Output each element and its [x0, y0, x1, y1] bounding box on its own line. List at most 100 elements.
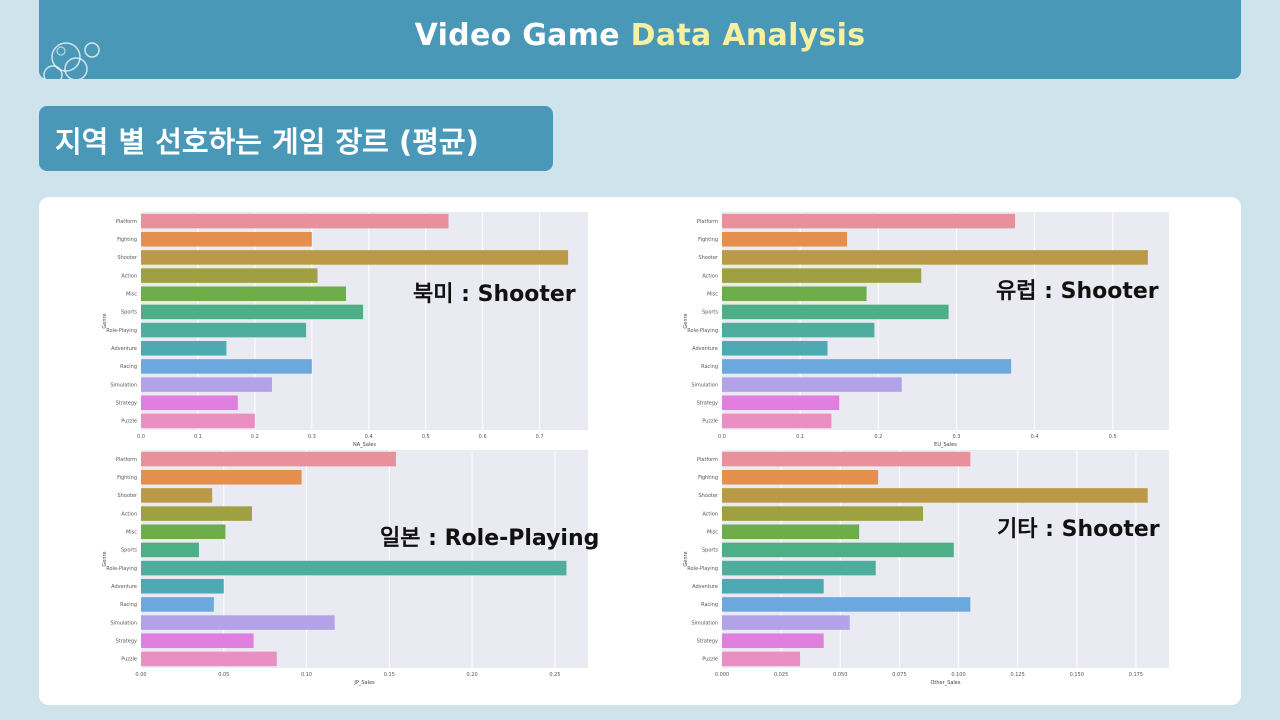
- chart-svg-other-sales: 0.000 0.025 0.050 0.075 0.100 0.125 0.150 0.175…: [683, 450, 1169, 686]
- y-tick-label: Platform: [116, 219, 137, 225]
- y-tick-label: Platform: [697, 219, 718, 225]
- y-tick-label: Puzzle: [702, 657, 718, 663]
- y-tick-label: Shooter: [698, 493, 718, 499]
- bar: [722, 524, 860, 540]
- x-tick-label: 0.4: [365, 434, 373, 440]
- y-tick-label: Fighting: [698, 237, 718, 243]
- plot-area: [722, 450, 1169, 668]
- x-tick-label: 0.10: [301, 672, 312, 678]
- annotation-jp: 일본 : Role-Playing: [380, 526, 600, 551]
- bar: [141, 359, 312, 374]
- plot-area: [141, 450, 588, 668]
- chart-jp-sales: 0.00 0.05 0.10 0.15 0.20 0.25 Platform Fighting…: [98, 443, 598, 688]
- x-tick-label: 0.15: [384, 672, 395, 678]
- bar: [141, 395, 238, 411]
- section-title: 지역 별 선호하는 게임 장르 (평균): [55, 125, 479, 159]
- x-tick-label: 0.0: [718, 434, 726, 440]
- y-tick-label: Strategy: [697, 401, 718, 407]
- y-tick-label: Adventure: [111, 584, 137, 590]
- y-tick-label: Action: [121, 511, 137, 517]
- bar: [141, 413, 255, 429]
- y-tick-label: Puzzle: [121, 657, 137, 663]
- plot-area: [141, 212, 588, 430]
- bar: [722, 286, 867, 302]
- chart-svg-jp-sales: 0.00 0.05 0.10 0.15 0.20 0.25 Platform Fighting…: [102, 450, 588, 686]
- bar: [722, 633, 824, 649]
- x-tick-label: 0.175: [1129, 672, 1143, 678]
- x-tick-label: 0.7: [536, 434, 544, 440]
- bar: [722, 413, 832, 429]
- x-tick-label: 0.025: [774, 672, 788, 678]
- x-tick-label: 0.000: [715, 672, 729, 678]
- y-tick-label: Platform: [116, 457, 137, 463]
- y-tick-label: Puzzle: [702, 419, 718, 425]
- y-tick-label: Action: [702, 511, 718, 517]
- section-banner: 지역 별 선호하는 게임 장르 (평균): [39, 106, 553, 171]
- bar: [722, 213, 1016, 229]
- bar: [722, 578, 824, 594]
- x-axis-label: JP_Sales: [353, 680, 375, 686]
- y-tick-label: Misc: [126, 292, 137, 298]
- x-tick-label: 0.1: [796, 434, 804, 440]
- x-tick-label: 0.1: [194, 434, 202, 440]
- bar: [722, 488, 1148, 503]
- y-tick-label: Shooter: [117, 255, 137, 261]
- y-tick-label: Misc: [126, 530, 137, 536]
- bar: [722, 451, 971, 467]
- x-tick-label: 0.6: [479, 434, 487, 440]
- x-tick-label: 0.25: [549, 672, 560, 678]
- y-tick-label: Sports: [702, 310, 718, 316]
- bar: [141, 651, 277, 667]
- bar: [141, 488, 213, 503]
- bar: [141, 451, 396, 467]
- y-tick-label: Shooter: [698, 255, 718, 261]
- y-tick-label: Racing: [701, 364, 718, 370]
- x-tick-label: 0.3: [308, 434, 316, 440]
- chart-svg-na-sales: 0.0 0.1 0.2 0.3 0.4 0.5 0.6 0.7 Platform Fighting…: [102, 212, 588, 448]
- y-tick-label: Racing: [701, 602, 718, 608]
- x-tick-label: 0.050: [833, 672, 847, 678]
- x-tick-label: 0.00: [135, 672, 146, 678]
- bar: [141, 506, 252, 521]
- x-tick-label: 0.2: [874, 434, 882, 440]
- y-tick-label: Fighting: [698, 475, 718, 481]
- y-tick-label: Sports: [121, 548, 137, 554]
- bar: [722, 268, 922, 283]
- y-tick-label: Adventure: [692, 346, 718, 352]
- y-tick-label: Role-Playing: [106, 566, 137, 572]
- y-tick-label: Strategy: [116, 639, 137, 645]
- x-tick-label: 0.4: [1031, 434, 1039, 440]
- bar: [722, 542, 954, 558]
- x-tick-label: 0.075: [892, 672, 906, 678]
- y-tick-label: Simulation: [110, 382, 137, 388]
- x-tick-label: 0.2: [251, 434, 259, 440]
- bar: [141, 615, 335, 630]
- annotation-na: 북미 : Shooter: [413, 282, 576, 307]
- bar: [141, 469, 302, 485]
- title-highlight: Data Analysis: [630, 18, 866, 53]
- bar: [141, 268, 318, 283]
- bar: [141, 578, 224, 594]
- plot-area: [722, 212, 1169, 430]
- bar: [141, 377, 272, 392]
- y-tick-label: Role-Playing: [687, 566, 718, 572]
- bar: [141, 633, 254, 649]
- chart-other-sales: 0.000 0.025 0.050 0.075 0.100 0.125 0.150 0.175…: [679, 443, 1179, 688]
- y-tick-label: Adventure: [692, 584, 718, 590]
- y-tick-label: Sports: [121, 310, 137, 316]
- y-tick-label: Puzzle: [121, 419, 137, 425]
- x-tick-label: 0.20: [467, 672, 478, 678]
- bar: [722, 322, 875, 338]
- x-tick-label: 0.5: [1109, 434, 1117, 440]
- chart-eu-sales: 0.0 0.1 0.2 0.3 0.4 0.5 Platform Fighting Shoote…: [679, 205, 1179, 450]
- bar: [722, 597, 971, 612]
- bar: [722, 250, 1148, 265]
- bar: [141, 524, 226, 540]
- bar: [141, 213, 449, 229]
- y-tick-label: Action: [121, 273, 137, 279]
- y-tick-label: Racing: [120, 364, 137, 370]
- y-tick-label: Shooter: [117, 493, 137, 499]
- bubbles-decoration: [43, 42, 100, 79]
- x-tick-label: 0.05: [218, 672, 229, 678]
- x-axis-label: EU_Sales: [934, 442, 957, 448]
